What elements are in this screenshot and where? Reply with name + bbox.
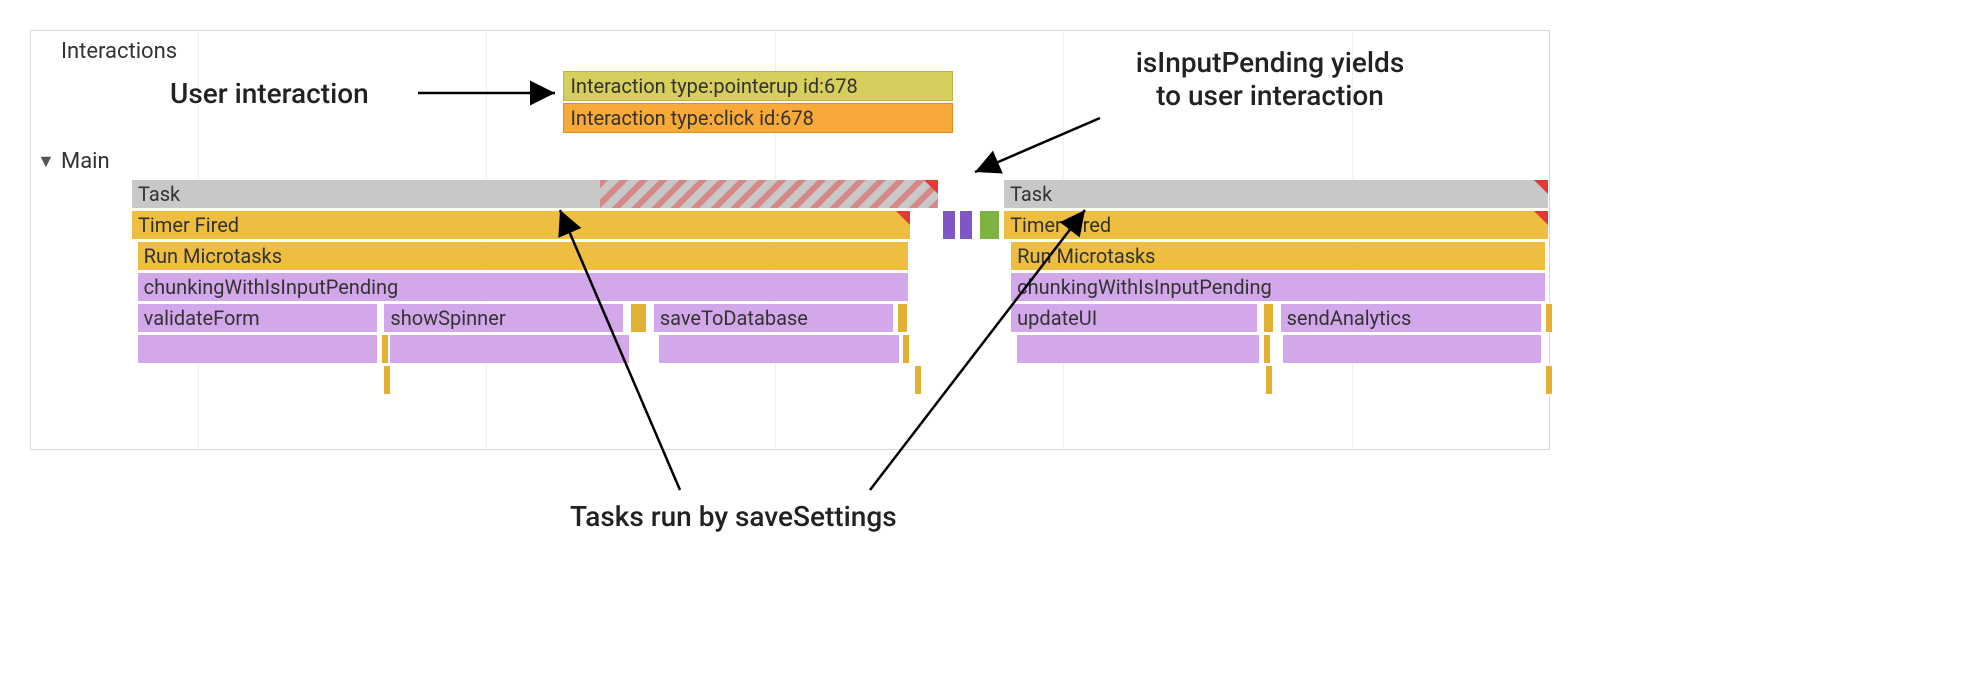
arrows-overlay — [0, 0, 1973, 691]
arrow-tasks-left — [560, 210, 680, 490]
arrow-is-input-pending — [975, 118, 1100, 172]
arrow-tasks-right — [870, 210, 1085, 490]
